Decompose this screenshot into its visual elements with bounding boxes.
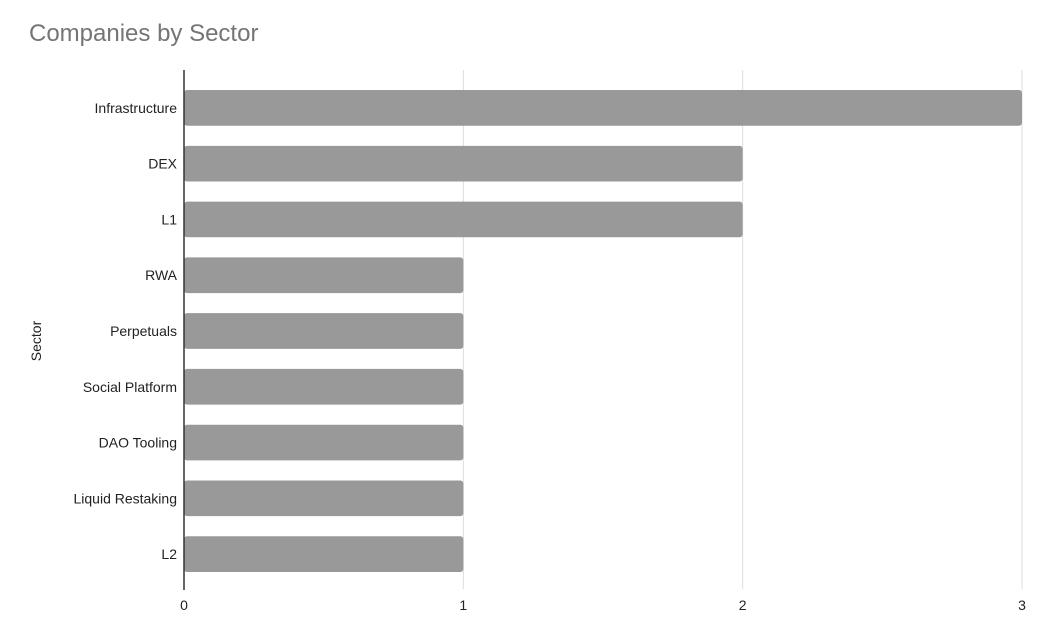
bar-dex[interactable] — [184, 145, 743, 182]
category-label: RWA — [145, 267, 178, 283]
category-label: Perpetuals — [110, 323, 177, 339]
x-tick-label: 0 — [180, 597, 188, 613]
category-label: DAO Tooling — [99, 435, 177, 451]
x-tick-label: 2 — [739, 597, 747, 613]
x-tick-label: 1 — [459, 597, 467, 613]
labels: 0 1 2 3 Infrastructure DEX L1 RWA Perpetuals Soci… — [28, 100, 1026, 613]
category-label: Social Platform — [83, 379, 177, 395]
bars — [184, 90, 1022, 572]
y-axis-title: Sector — [28, 320, 44, 361]
bar-infrastructure[interactable] — [184, 90, 1022, 126]
bar-liquid-restaking[interactable] — [184, 480, 464, 517]
bar-l2[interactable] — [184, 536, 464, 572]
x-tick-label: 3 — [1018, 597, 1026, 613]
category-label: Liquid Restaking — [73, 490, 177, 506]
bar-social-platform[interactable] — [184, 368, 464, 405]
chart-title: Companies by Sector — [29, 20, 259, 47]
bar-perpetuals[interactable] — [184, 313, 464, 349]
category-label: Infrastructure — [95, 100, 178, 116]
category-label: DEX — [148, 156, 177, 172]
bar-rwa[interactable] — [184, 257, 464, 294]
category-label: L1 — [161, 211, 177, 227]
bar-l1[interactable] — [184, 201, 743, 238]
bar-dao-tooling[interactable] — [184, 424, 464, 461]
category-label: L2 — [161, 546, 177, 562]
